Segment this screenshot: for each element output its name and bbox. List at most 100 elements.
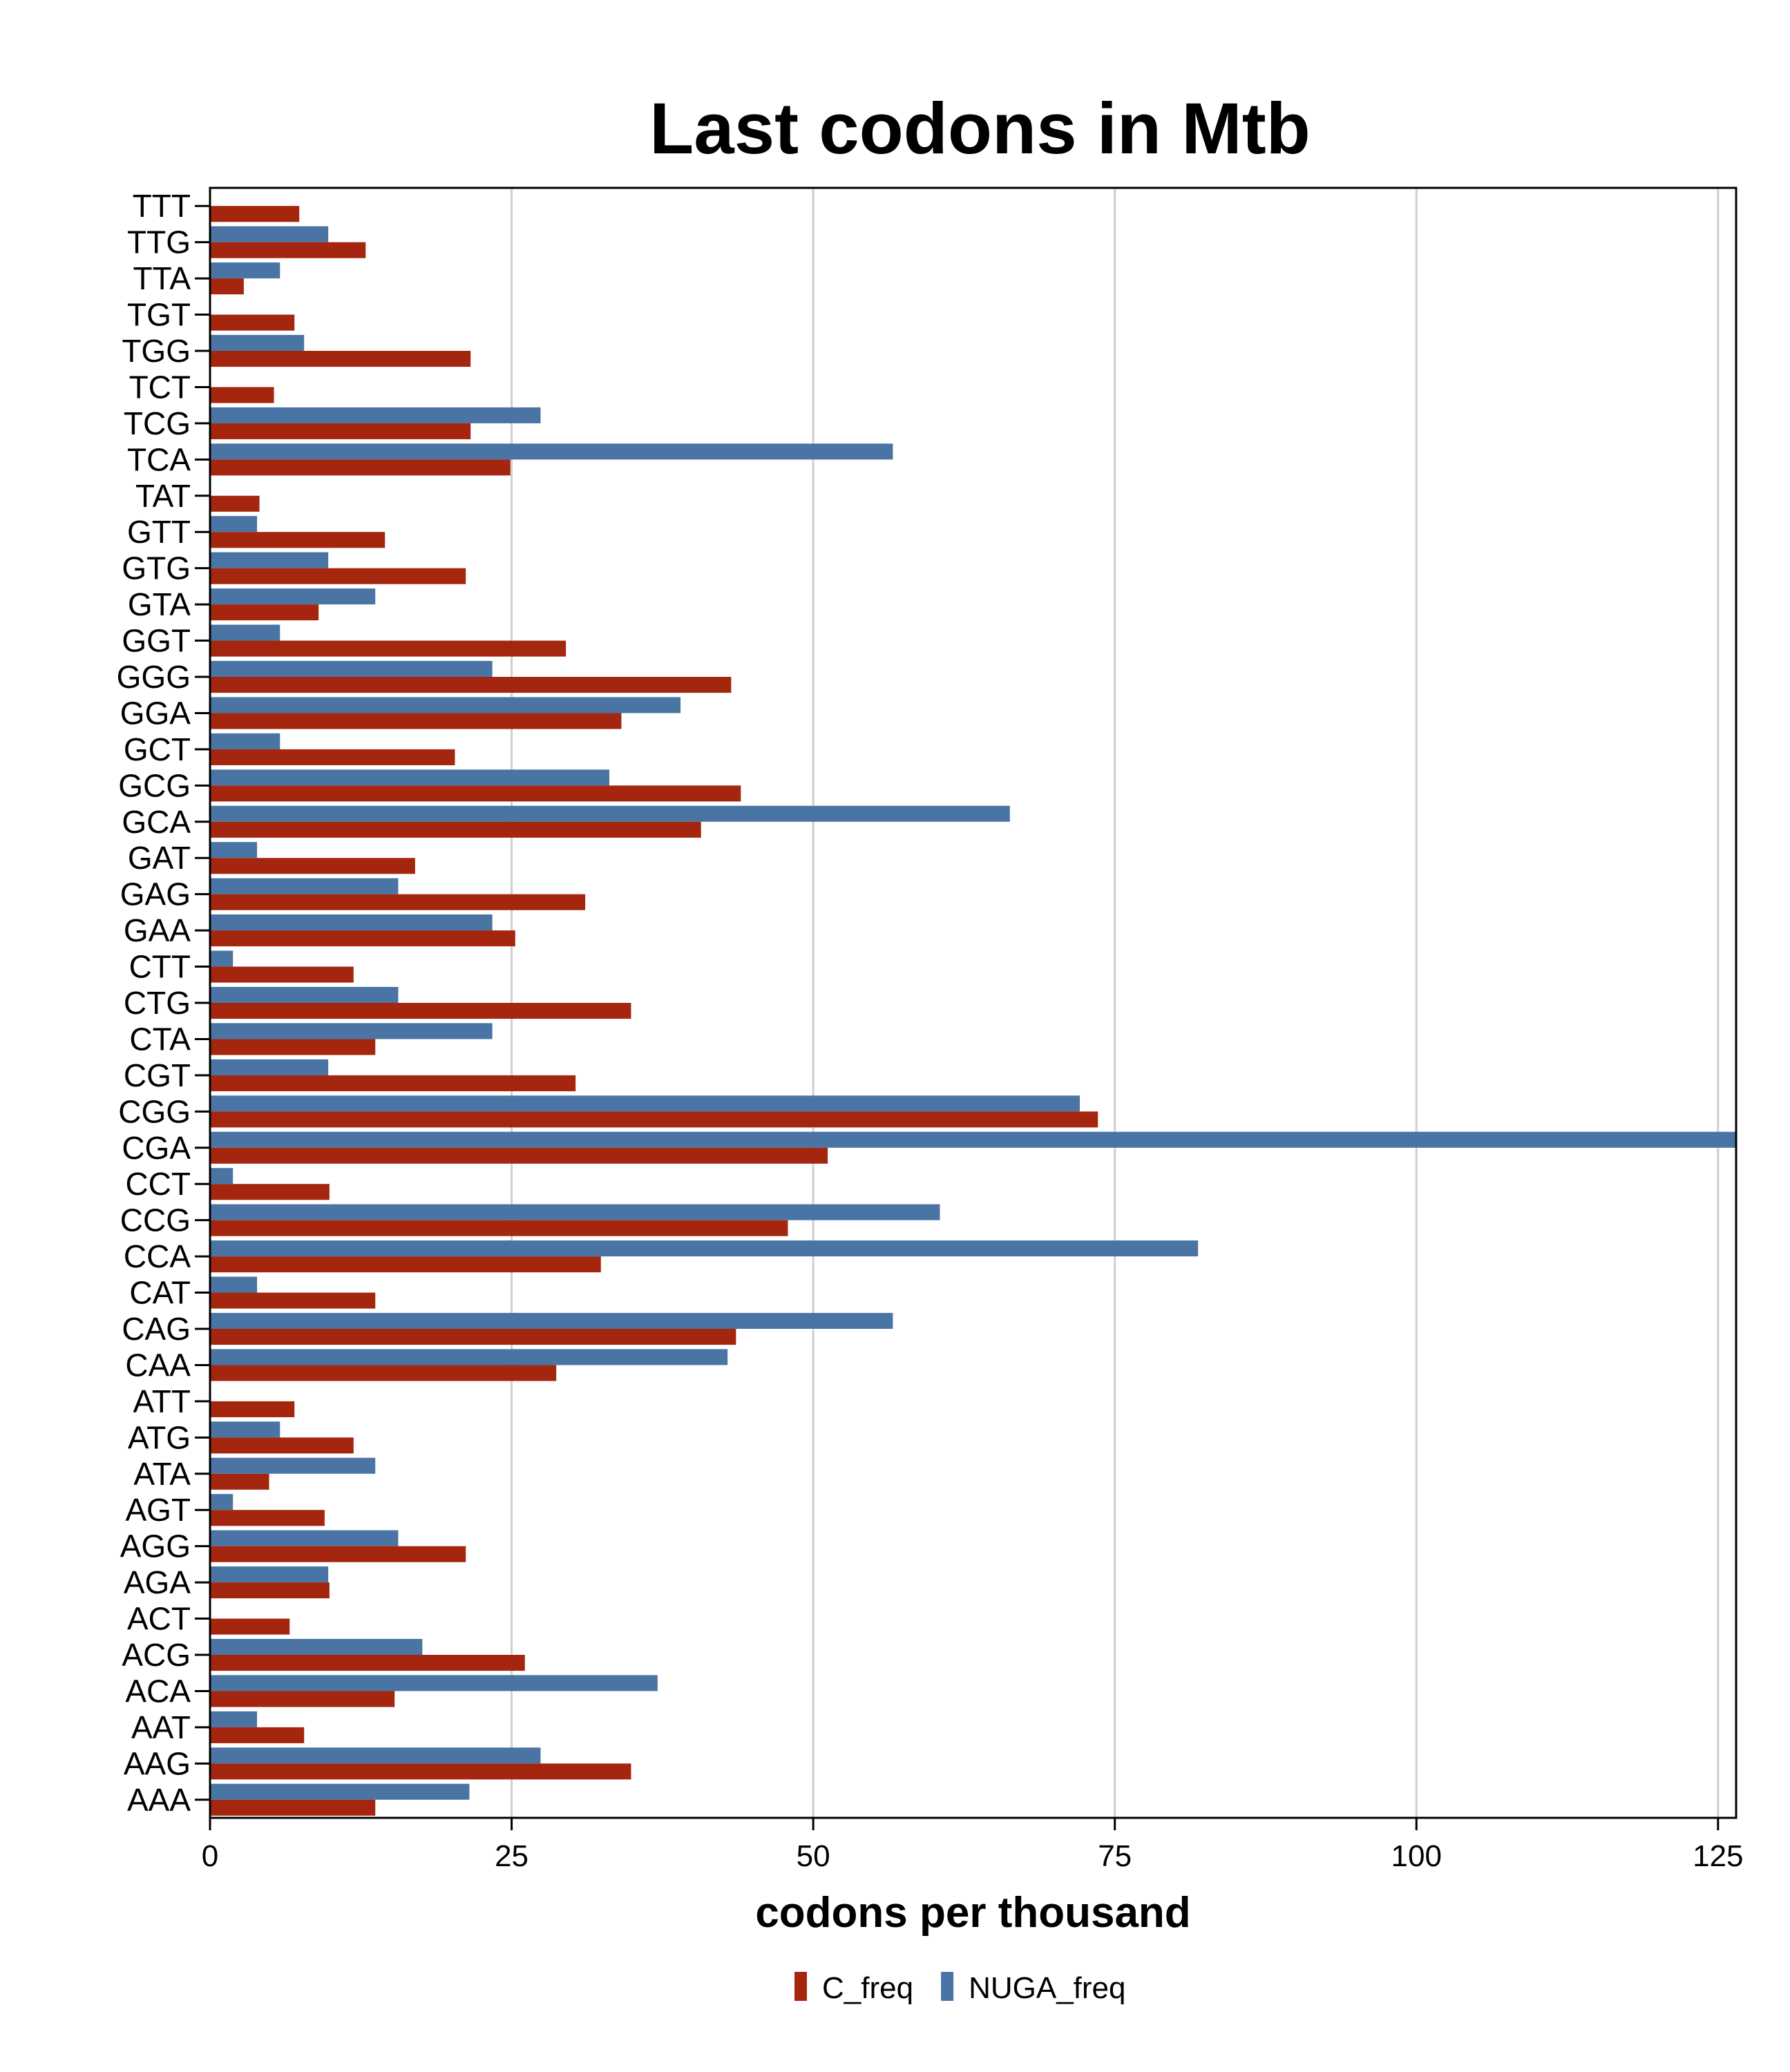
- y-tick-label: ATT: [133, 1383, 191, 1419]
- bar-C_freq-ACT: [210, 1618, 290, 1635]
- bar-C_freq-GTG: [210, 568, 466, 584]
- y-tick-label: GCA: [122, 804, 191, 840]
- y-tick-label: TCG: [124, 405, 191, 441]
- bar-NUGA_freq-CCG: [210, 1204, 940, 1220]
- bar-NUGA_freq-TGG: [210, 334, 305, 351]
- y-tick-label: AGA: [124, 1564, 191, 1600]
- bar-NUGA_freq-GTT: [210, 516, 258, 533]
- y-tick-label: GGA: [120, 695, 191, 731]
- y-tick-label: AAA: [127, 1782, 191, 1818]
- bar-NUGA_freq-GCA: [210, 805, 1010, 822]
- bar-NUGA_freq-CAG: [210, 1312, 893, 1329]
- chart-title: Last codons in Mtb: [649, 88, 1311, 169]
- bar-NUGA_freq-AGA: [210, 1566, 329, 1583]
- bar-C_freq-CCT: [210, 1184, 330, 1200]
- y-tick-label: TCA: [127, 441, 191, 477]
- y-tick-label: CCG: [120, 1202, 191, 1238]
- bar-NUGA_freq-AAT: [210, 1711, 258, 1727]
- bar-NUGA_freq-ATA: [210, 1457, 376, 1474]
- y-tick-label: TTA: [133, 260, 191, 296]
- x-tick-label: 100: [1391, 1839, 1442, 1873]
- bar-NUGA_freq-GAT: [210, 842, 258, 858]
- bar-C_freq-GCT: [210, 749, 455, 765]
- bar-NUGA_freq-GAG: [210, 878, 399, 894]
- y-tick-label: ATG: [128, 1419, 191, 1455]
- bar-C_freq-CCA: [210, 1256, 601, 1273]
- bar-NUGA_freq-CTG: [210, 986, 399, 1003]
- bar-C_freq-CGG: [210, 1111, 1098, 1128]
- bar-NUGA_freq-AAG: [210, 1747, 541, 1764]
- gridlines: [511, 188, 1720, 1818]
- bar-NUGA_freq-AGG: [210, 1530, 399, 1546]
- y-tick-label: TTG: [127, 224, 191, 260]
- bar-C_freq-TTT: [210, 206, 300, 222]
- y-tick-label: CGA: [122, 1130, 191, 1166]
- legend-label-C_freq: C_freq: [822, 1971, 913, 2005]
- bar-NUGA_freq-CAT: [210, 1276, 258, 1293]
- x-tick-label: 75: [1098, 1839, 1132, 1873]
- y-tick-label: GTA: [128, 586, 191, 622]
- legend-swatch-NUGA_freq: [941, 1972, 954, 2001]
- bar-C_freq-CCG: [210, 1220, 788, 1236]
- bar-C_freq-ATT: [210, 1401, 295, 1417]
- bar-NUGA_freq-AAA: [210, 1783, 470, 1800]
- plot-frame: [209, 186, 1737, 1819]
- y-tick-label: AGG: [120, 1528, 191, 1564]
- y-tick-label: CGG: [118, 1093, 191, 1129]
- x-tick-label: 125: [1693, 1839, 1743, 1873]
- y-tick-label: CCT: [125, 1166, 191, 1202]
- bar-C_freq-AGT: [210, 1510, 325, 1526]
- bar-C_freq-AGG: [210, 1546, 466, 1562]
- bar-NUGA_freq-GCG: [210, 769, 610, 786]
- bar-C_freq-GGG: [210, 677, 732, 693]
- y-tick-label: CAT: [129, 1275, 191, 1311]
- bar-C_freq-GCA: [210, 821, 701, 838]
- bar-C_freq-TCG: [210, 423, 471, 439]
- y-tick-label: ACG: [122, 1637, 191, 1673]
- bar-C_freq-CGA: [210, 1147, 828, 1164]
- bar-NUGA_freq-CCA: [210, 1240, 1199, 1257]
- bar-NUGA_freq-ACA: [210, 1675, 658, 1691]
- bar-C_freq-TTA: [210, 278, 244, 295]
- bar-C_freq-TGT: [210, 314, 295, 331]
- bar-C_freq-GAT: [210, 858, 415, 874]
- bar-NUGA_freq-CCT: [210, 1168, 234, 1184]
- y-tick-label: CGT: [124, 1057, 191, 1093]
- bar-NUGA_freq-CGT: [210, 1059, 329, 1075]
- bar-NUGA_freq-TTG: [210, 226, 329, 242]
- bar-C_freq-GCG: [210, 785, 741, 802]
- bar-NUGA_freq-GGA: [210, 697, 681, 713]
- bar-C_freq-ACG: [210, 1655, 525, 1671]
- bars: [210, 206, 1736, 1816]
- bar-C_freq-TGG: [210, 351, 471, 367]
- legend-label-NUGA_freq: NUGA_freq: [969, 1971, 1125, 2005]
- y-tick-label: AAT: [131, 1709, 191, 1745]
- bar-C_freq-GTT: [210, 532, 385, 548]
- bar-NUGA_freq-GTA: [210, 588, 376, 605]
- bar-NUGA_freq-TCG: [210, 407, 541, 423]
- y-tick-label: TGG: [122, 333, 191, 369]
- y-tick-label: CTA: [129, 1021, 191, 1057]
- bar-C_freq-GAG: [210, 894, 586, 910]
- y-tick-label: CAG: [122, 1311, 191, 1347]
- legend-swatch-C_freq: [794, 1972, 807, 2001]
- y-tick-label: GCG: [118, 767, 191, 803]
- bar-C_freq-CTG: [210, 1003, 631, 1019]
- y-axis: TTTTTGTTATGTTGGTCTTCGTCATATGTTGTGGTAGGTG…: [117, 188, 210, 1818]
- bar-NUGA_freq-ATG: [210, 1421, 280, 1438]
- bar-C_freq-GGA: [210, 713, 622, 729]
- bar-C_freq-CTA: [210, 1039, 376, 1055]
- bar-NUGA_freq-TTA: [210, 262, 280, 279]
- bar-C_freq-ATA: [210, 1473, 269, 1490]
- bar-C_freq-AAA: [210, 1799, 376, 1816]
- bar-NUGA_freq-CTT: [210, 950, 234, 967]
- bar-C_freq-GAA: [210, 930, 515, 947]
- y-tick-label: GTT: [127, 514, 191, 550]
- y-tick-label: GGG: [117, 659, 191, 695]
- y-tick-label: GAA: [124, 912, 191, 948]
- bar-NUGA_freq-GGT: [210, 624, 280, 641]
- y-tick-label: CAA: [125, 1347, 191, 1383]
- y-tick-label: TGT: [127, 297, 191, 333]
- bar-C_freq-GGT: [210, 640, 566, 657]
